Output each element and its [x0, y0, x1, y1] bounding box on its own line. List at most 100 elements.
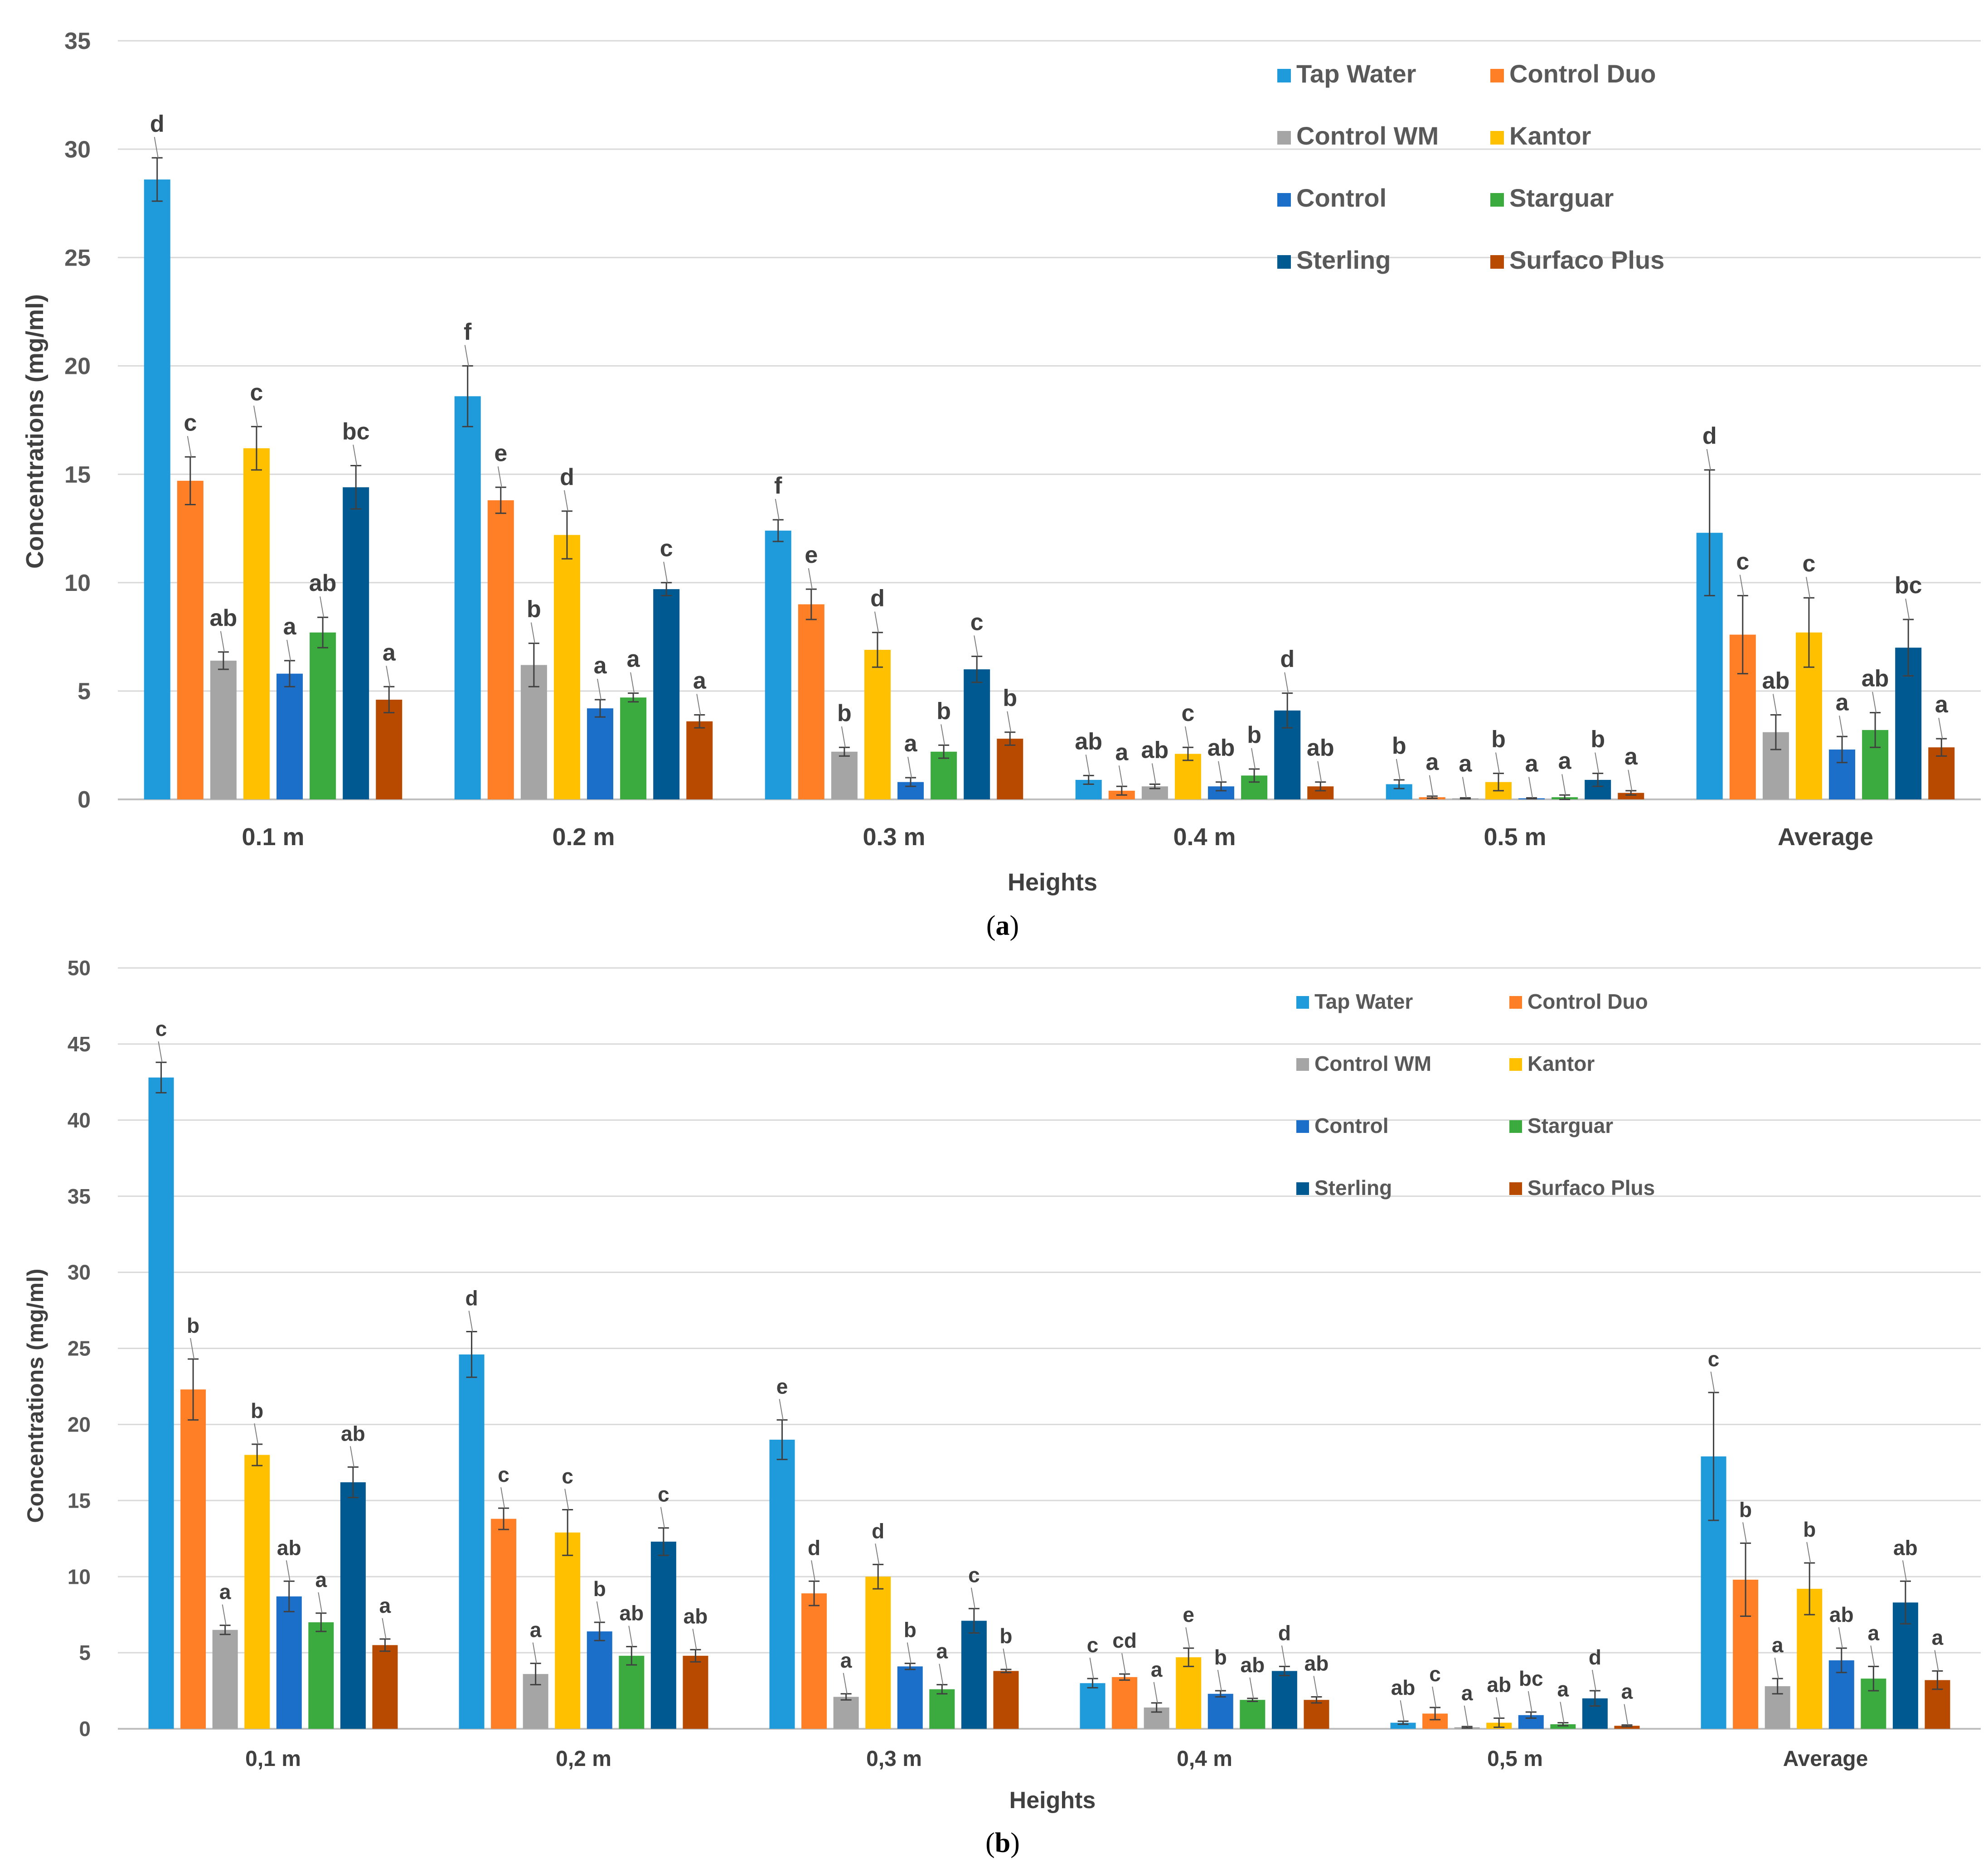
- letter-leader: [941, 724, 946, 745]
- legend-label: Sterling: [1296, 246, 1391, 274]
- significance-letter: c: [660, 536, 673, 562]
- panel-label: a: [996, 910, 1010, 941]
- bar: [1176, 1657, 1202, 1729]
- letter-leader: [1249, 1677, 1254, 1699]
- significance-letter: ab: [277, 1536, 301, 1559]
- bar: [993, 1671, 1019, 1729]
- significance-letter: a: [1836, 689, 1849, 716]
- panel-label: b: [995, 1828, 1010, 1858]
- letter-leader: [1934, 1650, 1939, 1671]
- legend-label: Kantor: [1509, 121, 1591, 150]
- significance-letter: c: [498, 1463, 509, 1486]
- bar: [1390, 1722, 1416, 1729]
- significance-letter: b: [251, 1399, 263, 1422]
- significance-letter: a: [283, 614, 297, 640]
- y-tick-label: 5: [79, 1641, 91, 1664]
- letter-leader: [1185, 1627, 1190, 1649]
- bar: [276, 673, 303, 799]
- significance-letter: ab: [619, 1601, 644, 1625]
- bar: [459, 1354, 485, 1729]
- bar: [210, 660, 237, 799]
- letter-leader: [696, 694, 701, 715]
- letter-leader: [187, 436, 192, 457]
- bar: [144, 179, 170, 800]
- x-axis-title: Heights: [1008, 869, 1097, 896]
- x-tick-label: 0,2 m: [556, 1747, 611, 1771]
- significance-letter: b: [837, 700, 852, 726]
- bar: [961, 1620, 987, 1729]
- bar: [1550, 1724, 1576, 1729]
- y-tick-label: 40: [68, 1108, 91, 1132]
- letter-leader: [1495, 752, 1500, 774]
- legend-label: Sterling: [1314, 1176, 1392, 1200]
- letter-leader: [1284, 672, 1289, 693]
- significance-letter: f: [774, 473, 782, 499]
- letter-leader: [811, 1560, 816, 1582]
- bar: [650, 1541, 676, 1729]
- legend-swatch: [1296, 1182, 1309, 1195]
- y-tick-label: 35: [64, 28, 91, 54]
- significance-letter: a: [627, 646, 640, 672]
- x-tick-label: Average: [1783, 1747, 1868, 1771]
- significance-letter: a: [1151, 1658, 1163, 1681]
- significance-letter: ab: [341, 1422, 365, 1445]
- significance-letter: c: [968, 1563, 980, 1587]
- bar: [520, 665, 547, 799]
- letter-leader: [1121, 1653, 1126, 1674]
- significance-letter: b: [187, 1314, 199, 1337]
- bar: [864, 649, 891, 799]
- significance-letter: ab: [1307, 735, 1334, 761]
- legend-label: Control Duo: [1509, 59, 1656, 88]
- significance-letter: a: [1868, 1621, 1880, 1645]
- significance-letter: a: [219, 1580, 231, 1604]
- legend-swatch: [1277, 69, 1291, 82]
- y-tick-label: 30: [64, 136, 91, 163]
- bar: [1207, 1693, 1233, 1729]
- y-tick-label: 20: [64, 353, 91, 380]
- letter-leader: [597, 678, 602, 700]
- legend-label: Control WM: [1314, 1052, 1431, 1075]
- letter-leader: [1938, 717, 1943, 739]
- bar: [683, 1655, 708, 1729]
- legend-label: Kantor: [1527, 1052, 1595, 1075]
- significance-letter: d: [1702, 423, 1717, 449]
- letter-leader: [1496, 1697, 1501, 1718]
- bar: [372, 1645, 398, 1729]
- legend: Tap Water Control Duo Control WM Kantor Cont…: [1296, 990, 1655, 1200]
- significance-letter: ab: [1240, 1653, 1265, 1677]
- x-tick-label: 0.5 m: [1484, 823, 1546, 851]
- y-axis-title: Concentrations (mg/ml): [23, 1268, 48, 1523]
- letter-leader: [1742, 1522, 1747, 1543]
- letter-leader: [775, 498, 780, 520]
- significance-letter: a: [1624, 744, 1638, 770]
- bar: [1240, 1700, 1266, 1729]
- letter-leader: [939, 1664, 944, 1685]
- bar: [454, 396, 481, 799]
- y-tick-label: 0: [79, 1717, 91, 1741]
- x-tick-label: 0.3 m: [863, 823, 925, 851]
- letter-leader: [220, 631, 225, 652]
- bar: [276, 1596, 302, 1729]
- letter-leader: [349, 1446, 354, 1467]
- bar: [1618, 793, 1644, 799]
- significance-letter: d: [1280, 646, 1295, 672]
- letter-leader: [843, 1673, 848, 1694]
- significance-letter: d: [1589, 1645, 1601, 1669]
- y-tick-label: 15: [68, 1489, 91, 1512]
- significance-letter: a: [594, 653, 607, 679]
- x-tick-label: 0,3 m: [866, 1747, 922, 1771]
- letter-leader: [1591, 1669, 1596, 1691]
- significance-letter: d: [808, 1536, 820, 1559]
- significance-letter: e: [776, 1374, 788, 1398]
- legend-swatch: [1509, 1120, 1522, 1133]
- x-tick-label: 0.4 m: [1173, 823, 1236, 851]
- bar: [964, 669, 990, 799]
- y-tick-label: 15: [64, 462, 91, 488]
- letter-leader: [874, 611, 879, 633]
- significance-letter: b: [527, 596, 541, 623]
- bar: [491, 1519, 517, 1729]
- significance-letter: e: [494, 440, 507, 466]
- bar: [686, 721, 713, 799]
- letter-leader: [1313, 1676, 1318, 1697]
- letter-leader: [779, 1399, 784, 1420]
